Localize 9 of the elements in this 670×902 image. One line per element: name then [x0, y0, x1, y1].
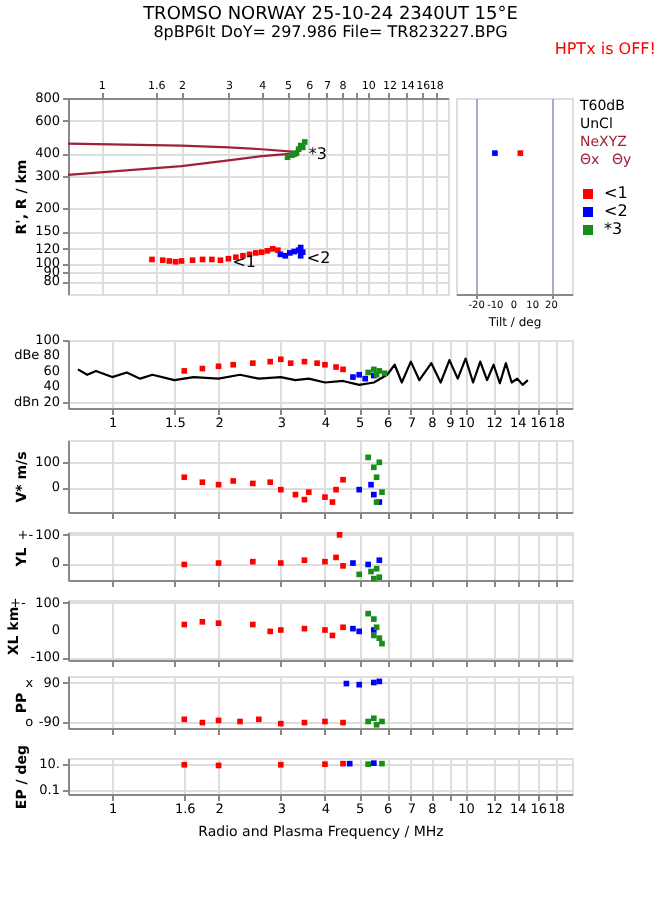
chart-subtitle: 8pBP6It DoY= 297.986 File= TR823227.BPG	[153, 23, 508, 41]
legend-label: <2	[604, 202, 628, 220]
legend-label: <1	[604, 184, 628, 202]
text: HPTx is OFF!	[554, 40, 656, 58]
annotation: <1	[232, 253, 257, 272]
annotation: *3	[308, 145, 327, 164]
annotation: <2	[306, 248, 331, 267]
chart-title: TROMSO NORWAY 25-10-24 2340UT 15°E	[141, 5, 519, 25]
legend-label: *3	[604, 220, 623, 238]
